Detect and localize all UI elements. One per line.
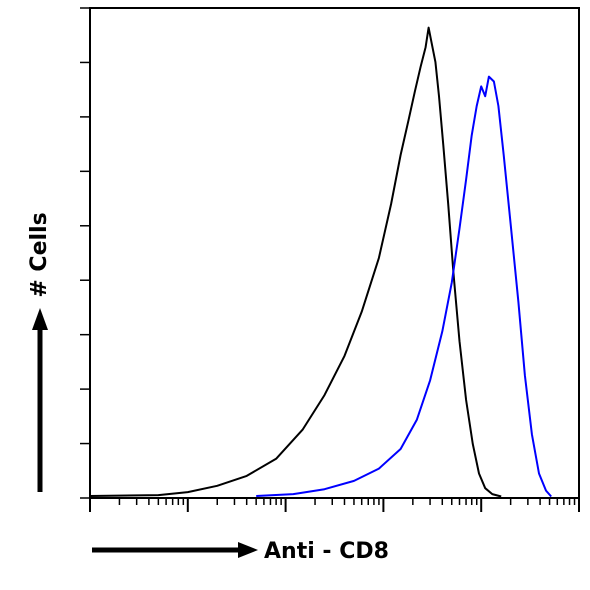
x-ticks [89,498,580,512]
histogram-series-2 [256,75,552,498]
y-arrow-head [32,308,48,330]
histogram-series-1 [89,26,502,498]
y-axis-label: # Cells [27,212,52,297]
plot-frame [89,7,580,499]
x-arrow-head [238,542,258,558]
histogram-series [89,26,552,498]
x-axis-label: Anti - CD8 [264,539,389,564]
y-ticks [80,7,90,499]
